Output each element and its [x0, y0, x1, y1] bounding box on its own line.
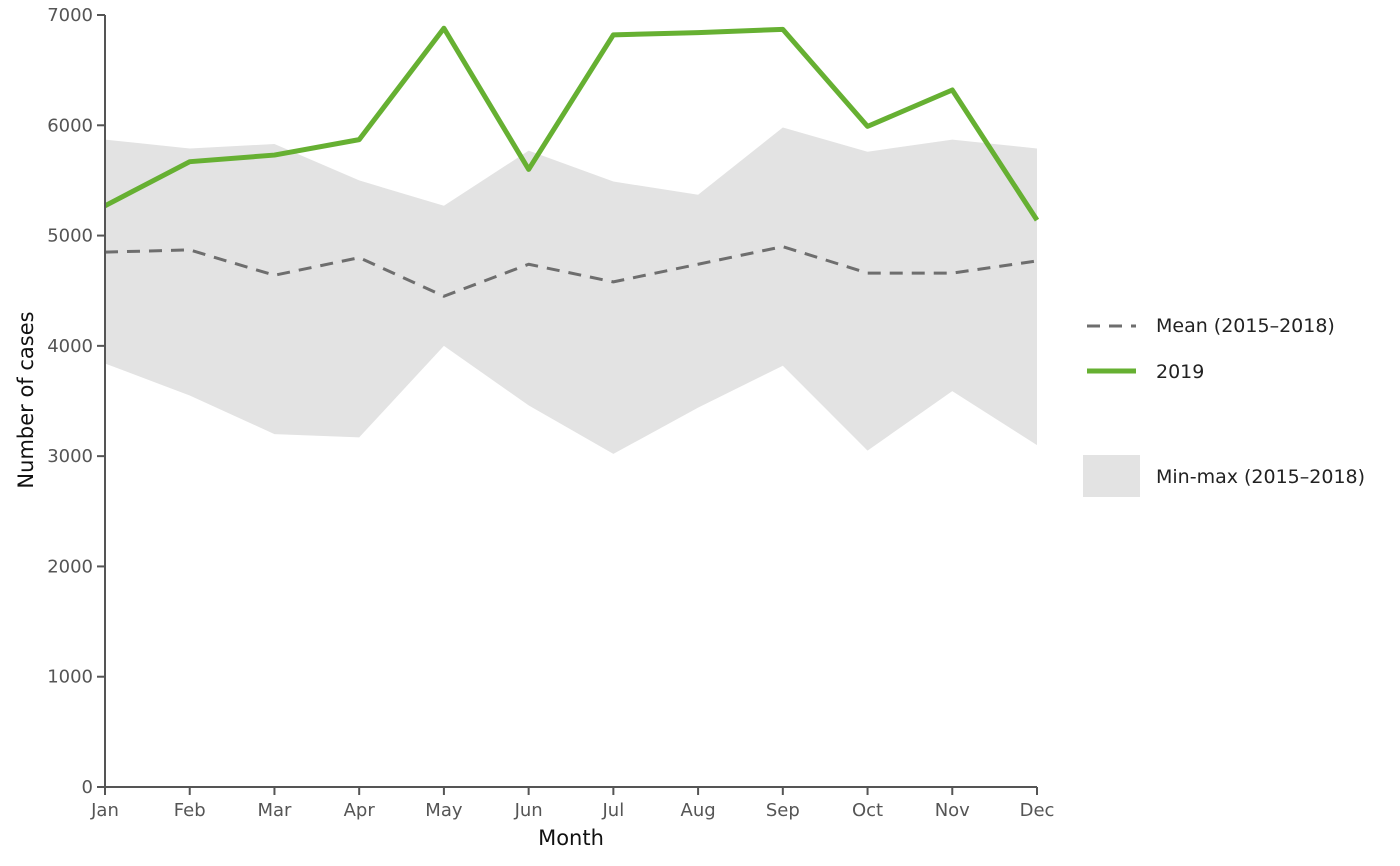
plot-area: [103, 25, 1040, 454]
axes: 0 1000 2000 3000 4000 5000 6000 7000 Jan Feb Mar Ap…: [47, 5, 1054, 821]
x-tick-label: Mar: [257, 800, 292, 821]
x-tick-label: Apr: [344, 800, 376, 821]
y-tick-label: 1000: [47, 667, 93, 688]
x-tick-label: May: [425, 800, 463, 821]
y-tick-label: 4000: [47, 336, 93, 357]
y-tick-label: 6000: [47, 115, 93, 136]
legend-label-min-max: Min-max (2015–2018): [1156, 466, 1365, 488]
y-tick-label: 3000: [47, 446, 93, 467]
x-tick-label: Sep: [766, 800, 800, 821]
x-tick-label: Aug: [681, 800, 716, 821]
y-tick-label: 5000: [47, 226, 93, 247]
x-tick-label: Feb: [174, 800, 206, 821]
y-tick-label: 0: [82, 777, 93, 798]
series-line-mean: [104, 245, 1038, 298]
x-axis-title: Month: [538, 826, 604, 850]
y-tick-label: 7000: [47, 5, 93, 26]
x-tick-label: Nov: [935, 800, 970, 821]
y-axis-title: Number of cases: [14, 311, 38, 488]
legend: Mean (2015–2018) 2019 Min-max (2015–2018…: [1083, 315, 1365, 497]
x-tick-label: Jul: [602, 800, 625, 821]
x-tick-label: Dec: [1020, 800, 1055, 821]
x-tick-label: Jun: [514, 800, 543, 821]
min-max-band: [105, 127, 1037, 454]
x-tick-label: Jan: [90, 800, 119, 821]
x-tick-label: Oct: [852, 800, 883, 821]
legend-swatch-min-max: [1083, 455, 1140, 497]
series-line-2019: [103, 25, 1040, 222]
y-tick-label: 2000: [47, 556, 93, 577]
legend-label-2019: 2019: [1156, 361, 1204, 383]
legend-label-mean: Mean (2015–2018): [1156, 315, 1335, 337]
